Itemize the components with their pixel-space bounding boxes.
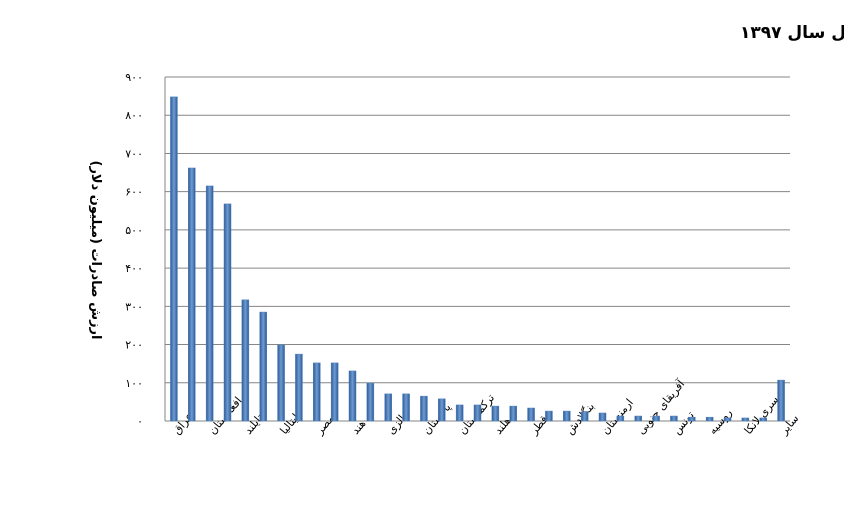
bar	[455, 404, 464, 422]
bar	[402, 393, 410, 422]
bar	[205, 185, 214, 422]
x-tick-label: تونس	[670, 409, 697, 437]
y-tick-label: ۹۰۰	[125, 71, 143, 84]
y-tick-label: ۳۰۰	[125, 300, 143, 313]
bar	[598, 412, 607, 422]
bar	[777, 379, 785, 422]
y-tick-label: ۶۰۰	[125, 186, 143, 199]
bar	[741, 417, 750, 422]
bar	[473, 404, 482, 422]
bar	[670, 415, 678, 422]
y-axis-label: ارزش صادرات (میلیون دلار)	[88, 161, 103, 340]
bar	[348, 370, 357, 422]
bar	[527, 407, 535, 422]
y-tick-label: ۲۰۰	[125, 339, 143, 352]
x-tick-label: روسیه	[706, 406, 735, 437]
bar	[723, 417, 732, 422]
bar	[188, 167, 196, 422]
bar	[241, 299, 250, 422]
bar	[491, 405, 500, 422]
bar	[330, 362, 339, 422]
y-tick-label: ۱۰۰	[125, 377, 143, 390]
bar	[313, 362, 321, 422]
bar	[259, 311, 267, 422]
y-tick-label: ۵۰۰	[125, 224, 143, 237]
bar	[580, 411, 589, 422]
bar	[295, 353, 303, 422]
bar	[759, 417, 767, 422]
bar	[509, 405, 517, 422]
bar	[563, 410, 571, 422]
y-tick-label: ۸۰۰	[125, 109, 143, 122]
bar	[170, 96, 178, 422]
bar	[438, 398, 446, 422]
bar	[616, 415, 625, 422]
bar	[277, 344, 285, 422]
bar	[420, 395, 428, 422]
x-tick-label: سری لانکا	[742, 393, 782, 437]
bar	[705, 416, 714, 422]
y-tick-label: ۴۰۰	[125, 262, 143, 275]
bar	[634, 415, 642, 422]
bar	[223, 203, 232, 422]
chart-title: صادرات محصولات معدن و صنایع معدنی به کشو…	[740, 23, 844, 43]
bar	[366, 382, 375, 422]
bar	[545, 410, 553, 422]
bar	[688, 416, 696, 422]
bar	[652, 415, 660, 422]
bar	[384, 393, 392, 422]
y-tick-label: ۷۰۰	[125, 147, 143, 160]
y-tick-label: ۰	[137, 415, 143, 428]
